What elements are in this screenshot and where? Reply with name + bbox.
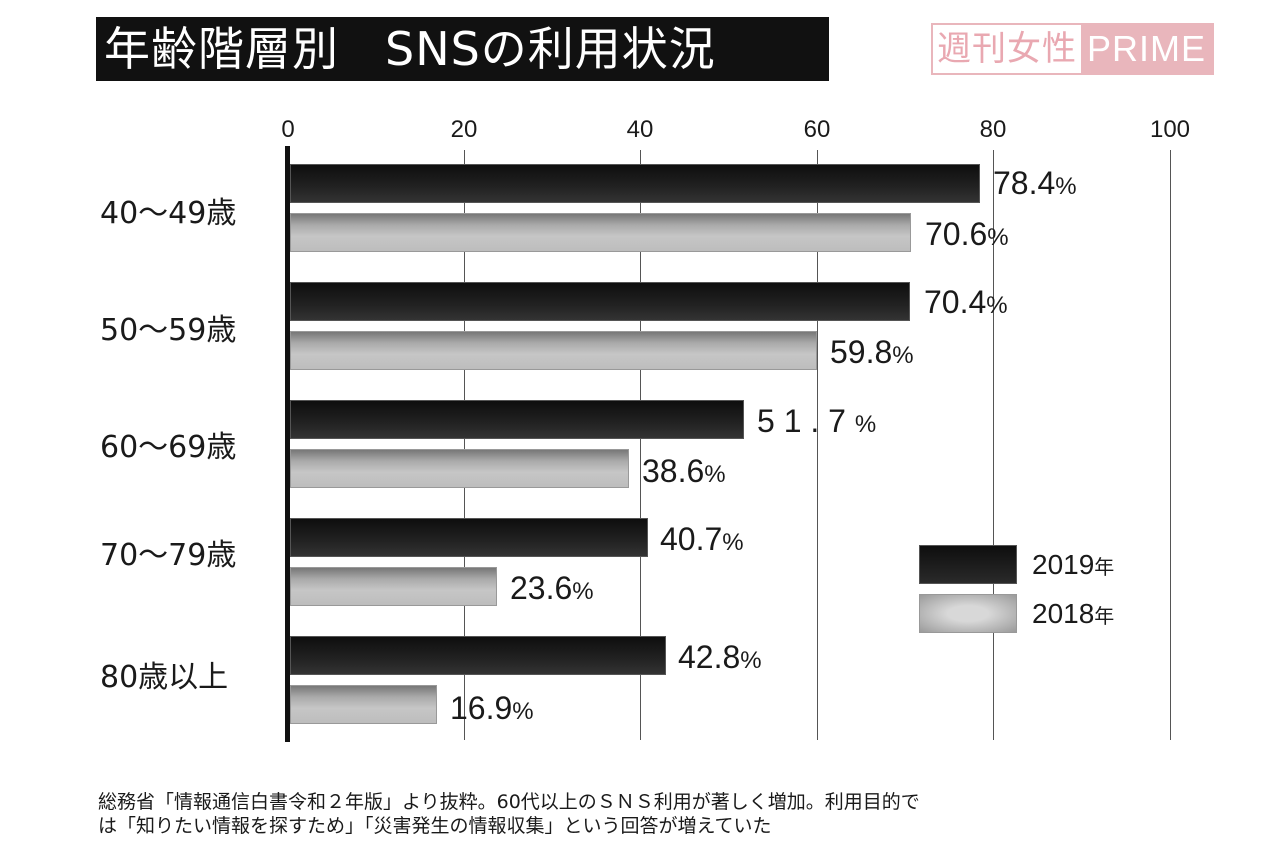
- legend-swatch-2019: [919, 545, 1017, 584]
- category-label: 60〜69歳: [100, 430, 237, 465]
- category-label: 80歳以上: [100, 660, 229, 695]
- legend-swatch-2018: [919, 594, 1017, 633]
- bar-2019: [290, 164, 980, 203]
- source-caption: 総務省「情報通信白書令和２年版」より抜粋。60代以上のＳＮＳ利用が著しく増加。利…: [98, 790, 1098, 838]
- bar-2019: [290, 282, 910, 321]
- value-label-2018: 23.6%: [510, 570, 594, 606]
- x-tick-80: 80: [979, 116, 1007, 143]
- bar-2018: [290, 449, 629, 488]
- brand-logo-en: PRIME: [1081, 25, 1213, 73]
- caption-line-2: は「知りたい情報を探すため」「災害発生の情報収集」という回答が増えていた: [98, 815, 772, 837]
- value-label-2019: 5 1 . 7 %: [757, 403, 877, 439]
- chart-title-left: 年齢階層別: [104, 22, 339, 76]
- category-label: 50〜59歳: [100, 313, 237, 348]
- value-label-2019: 78.4%: [993, 165, 1077, 201]
- value-label-2019: 42.8%: [678, 639, 762, 675]
- bar-2019: [290, 636, 666, 675]
- x-tick-20: 20: [450, 116, 478, 143]
- category-label: 70〜79歳: [100, 538, 237, 573]
- bar-2018: [290, 567, 497, 606]
- x-tick-100: 100: [1149, 116, 1191, 143]
- gridline-40: [640, 150, 641, 740]
- value-label-2018: 59.8%: [830, 334, 914, 370]
- value-label-2018: 16.9%: [450, 690, 534, 726]
- gridline-20: [464, 150, 465, 740]
- value-label-2018: 70.6%: [925, 216, 1009, 252]
- y-axis-line: [285, 146, 290, 742]
- bar-2018: [290, 685, 437, 724]
- chart-title: 年齢階層別 SNSの利用状況: [96, 17, 829, 81]
- bar-2018: [290, 213, 911, 252]
- x-tick-60: 60: [803, 116, 831, 143]
- brand-logo-jp: 週刊女性: [933, 25, 1081, 73]
- gridline-80: [993, 150, 994, 740]
- legend-label-2019: 2019年: [1032, 549, 1115, 580]
- value-label-2019: 40.7%: [660, 521, 744, 557]
- brand-logo: 週刊女性 PRIME: [931, 23, 1215, 75]
- bar-2019: [290, 518, 648, 557]
- bar-2019: [290, 400, 744, 439]
- category-label: 40〜49歳: [100, 196, 237, 231]
- legend-label-2018: 2018年: [1032, 598, 1115, 629]
- x-tick-40: 40: [626, 116, 654, 143]
- caption-line-1: 総務省「情報通信白書令和２年版」より抜粋。60代以上のＳＮＳ利用が著しく増加。利…: [98, 791, 920, 813]
- value-label-2018: 38.6%: [642, 453, 726, 489]
- value-label-2019: 70.4%: [924, 284, 1008, 320]
- bar-2018: [290, 331, 817, 370]
- gridline-60: [817, 150, 818, 740]
- x-tick-0: 0: [281, 116, 295, 143]
- gridline-100: [1170, 150, 1171, 740]
- chart-title-right: SNSの利用状況: [385, 22, 716, 76]
